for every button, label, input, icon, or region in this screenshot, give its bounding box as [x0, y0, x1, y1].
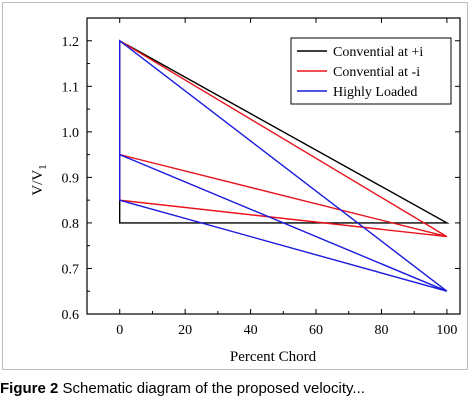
legend-label-1: Convential at +i: [333, 45, 423, 60]
y-axis-title-subscript: 1: [37, 164, 49, 170]
y-tick-label: 0.7: [62, 262, 80, 277]
y-axis-title: V/V1: [30, 164, 49, 195]
x-tick-label: 80: [374, 323, 388, 338]
x-tick-label: 20: [178, 323, 192, 338]
legend: Convential at +i Convential at -i Highly L…: [290, 37, 452, 105]
x-tick-label: 40: [244, 323, 258, 338]
y-tick-label: 1.2: [62, 35, 80, 50]
y-tick-label: 0.9: [62, 171, 80, 186]
y-axis-title-main: V/V: [30, 170, 46, 196]
y-tick-label: 0.6: [62, 308, 80, 323]
svg-text:V/V1: V/V1: [30, 164, 49, 195]
y-tick-label: 0.8: [62, 217, 80, 232]
x-tick-label: 100: [436, 323, 457, 338]
chart-svg: 0 20 40 60 80 100 0.6 0.7 0.8 0.9 1.0 1.1 1.2 Conven…: [30, 17, 461, 365]
caption-prefix: Figure 2: [0, 380, 59, 397]
legend-label-2: Convential at -i: [333, 65, 420, 80]
series-layer: [118, 39, 450, 292]
plot-area: [86, 17, 461, 315]
plot-frame: [86, 17, 461, 315]
figure-caption: Figure 2 Schematic diagram of the propos…: [0, 380, 474, 403]
y-tick-label: 1.1: [62, 80, 80, 95]
x-tick-label: 0: [116, 323, 123, 338]
figure-frame: [2, 2, 468, 370]
axes-layer: 0 20 40 60 80 100 0.6 0.7 0.8 0.9 1.0 1.1 1.2: [62, 18, 460, 338]
y-tick-label: 1.0: [62, 126, 80, 141]
x-tick-label: 60: [309, 323, 323, 338]
series-line-3: [118, 39, 448, 292]
x-axis-title: Percent Chord: [230, 349, 317, 365]
caption-text: Schematic diagram of the proposed veloci…: [62, 380, 365, 397]
legend-label-3: Highly Loaded: [333, 85, 417, 100]
